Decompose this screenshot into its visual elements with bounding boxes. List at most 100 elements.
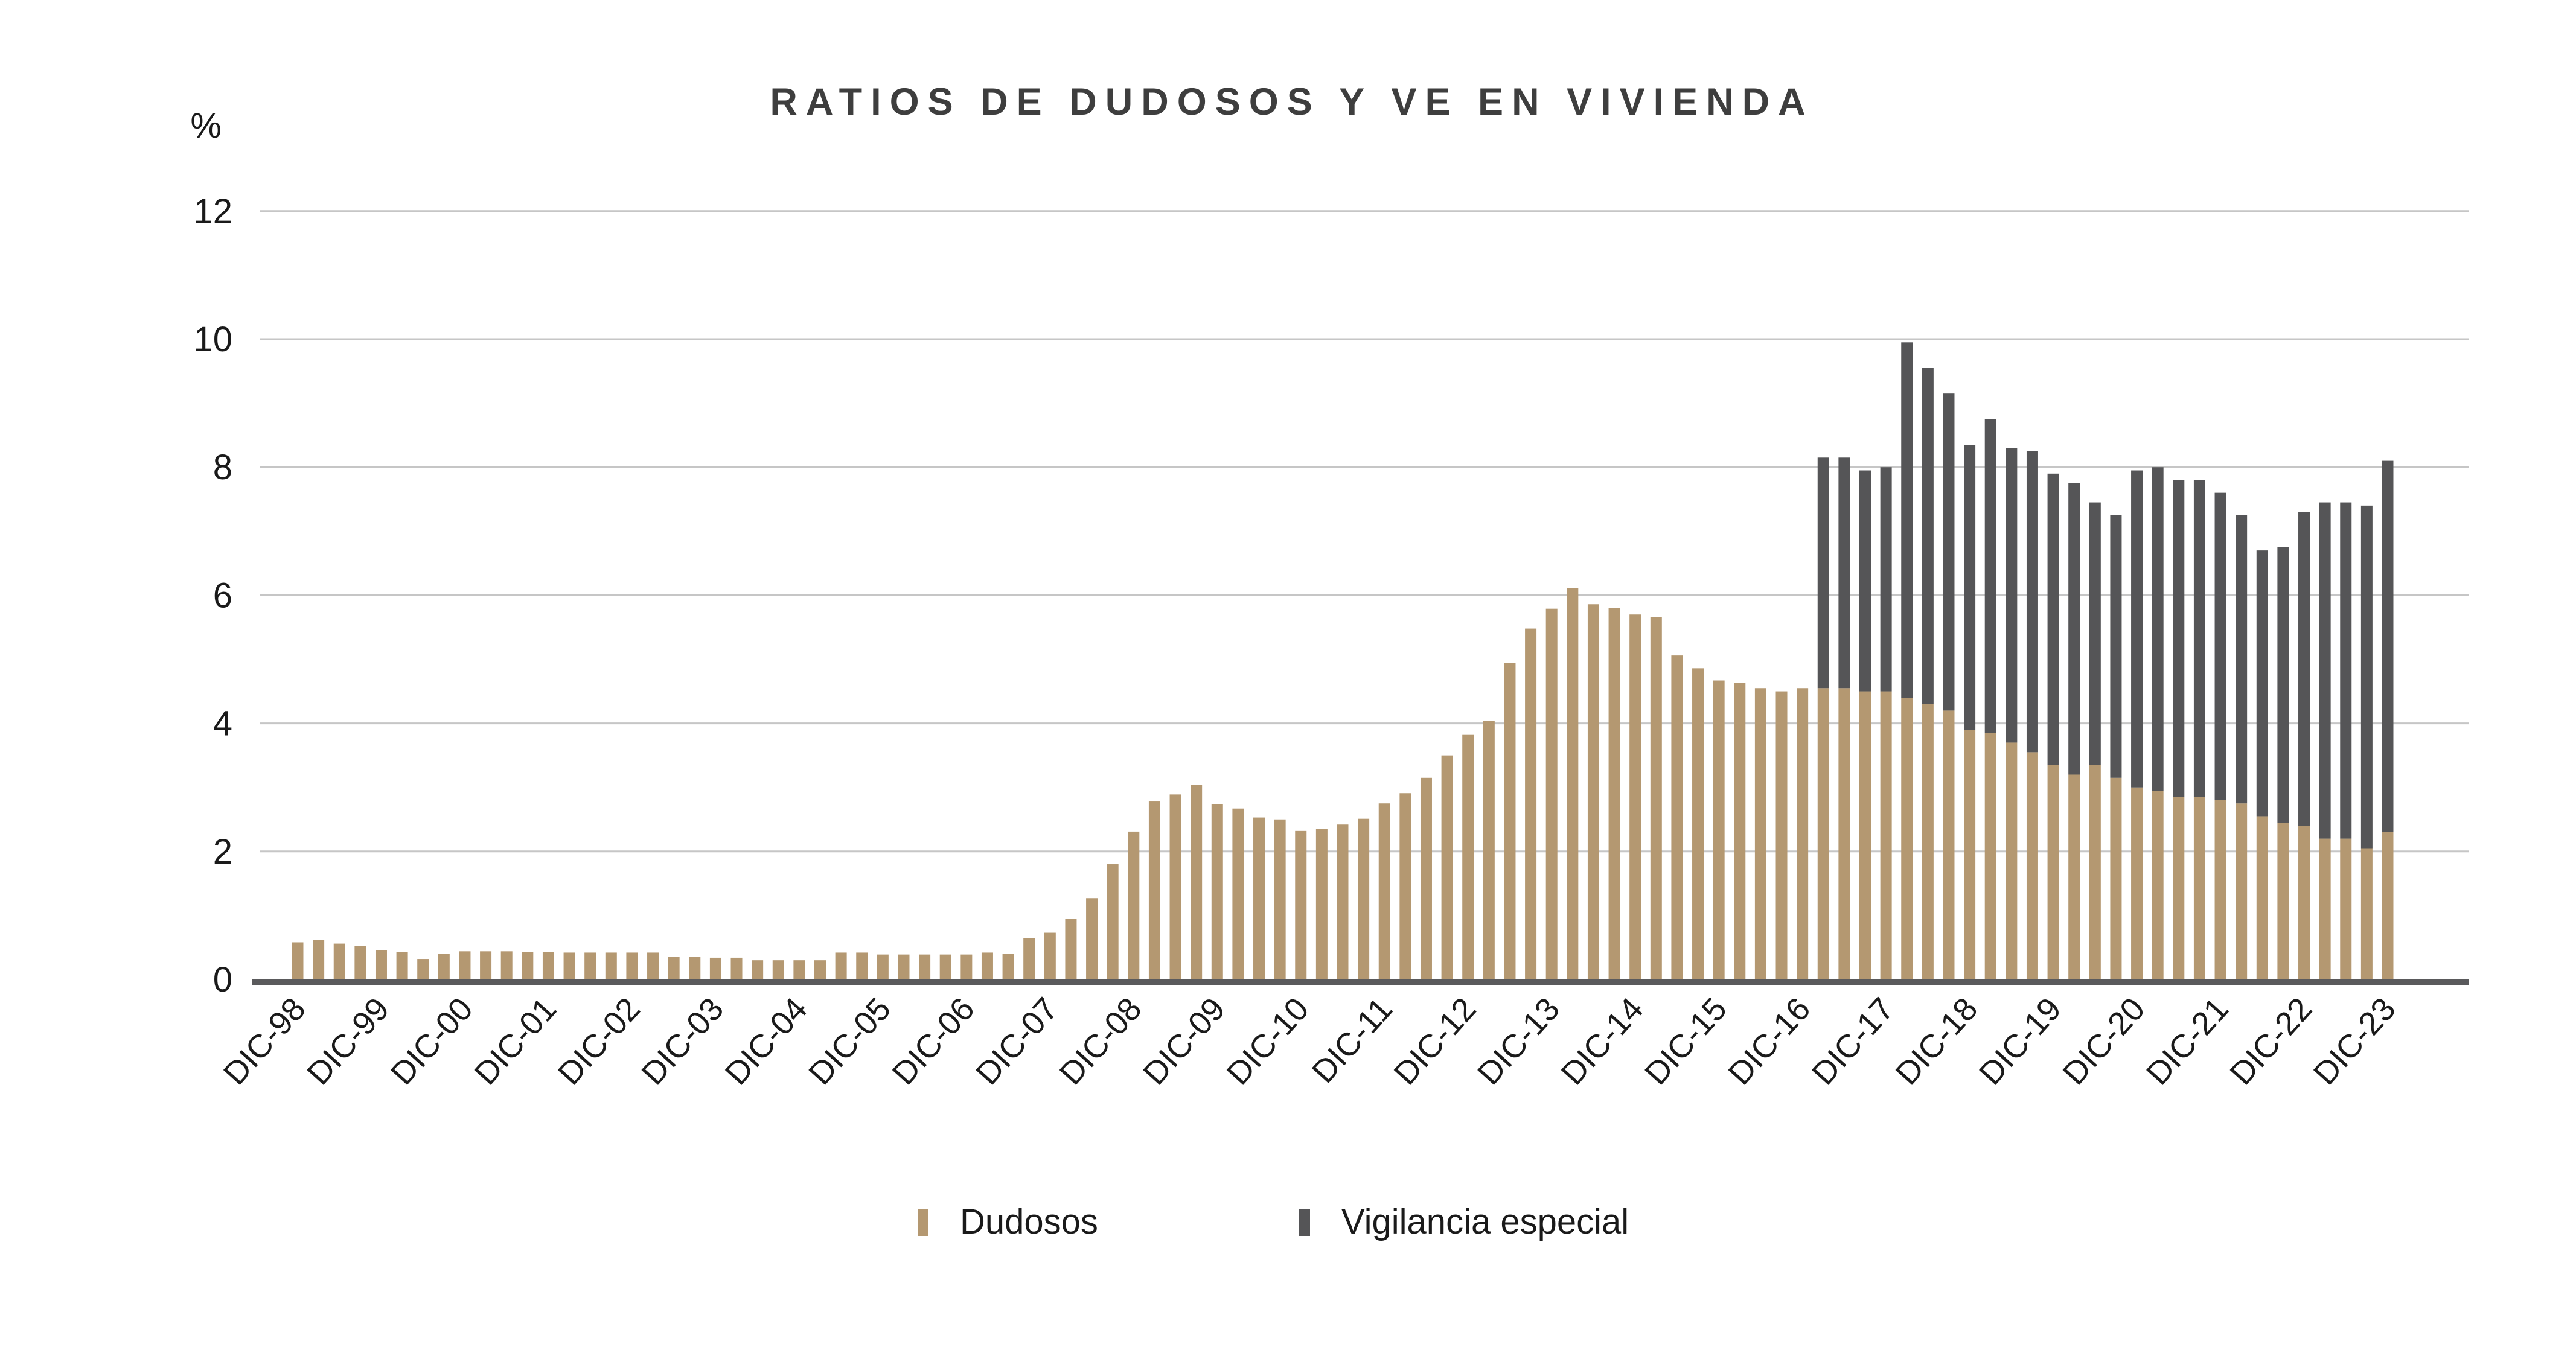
legend-swatch-vigilancia-especial: [1299, 1209, 1310, 1236]
bar-vigilancia-segment: [2173, 480, 2185, 797]
bar-dudosos-segment: [981, 952, 993, 979]
bar-vigilancia-segment: [1859, 470, 1871, 692]
x-tick-label: DIC-01: [467, 991, 563, 1092]
bar-dudosos-segment: [2277, 823, 2289, 979]
bar-dudosos-segment: [1859, 691, 1871, 979]
x-tick-label: DIC-16: [1722, 991, 1818, 1092]
bar-dudosos-segment: [1232, 808, 1244, 979]
x-tick-label: DIC-13: [1471, 991, 1567, 1092]
x-tick-label: DIC-05: [802, 991, 898, 1092]
x-tick-label: DIC-06: [886, 991, 982, 1092]
bar-dudosos-segment: [1608, 608, 1620, 979]
x-tick-label: DIC-07: [969, 991, 1065, 1092]
bar-dudosos-segment: [2131, 787, 2143, 979]
bar-dudosos-segment: [1692, 668, 1704, 979]
bar-dudosos-segment: [1295, 830, 1307, 979]
x-tick-label: DIC-10: [1220, 991, 1316, 1092]
bar-dudosos-segment: [584, 952, 596, 979]
bar-dudosos-segment: [793, 960, 805, 979]
bar-dudosos-segment: [2026, 752, 2038, 979]
bar-dudosos-segment: [292, 942, 304, 979]
x-tick-label: DIC-12: [1387, 991, 1483, 1092]
x-tick-label: DIC-19: [1972, 991, 2068, 1092]
bar-dudosos-segment: [1504, 663, 1516, 979]
bar-vigilancia-segment: [2360, 505, 2373, 849]
bar-dudosos-segment: [1462, 734, 1474, 979]
bar-vigilancia-segment: [2006, 448, 2018, 743]
bar-dudosos-segment: [1358, 818, 1370, 979]
x-tick-label: DIC-11: [1305, 991, 1399, 1090]
bar-dudosos-segment: [563, 952, 575, 979]
bar-vigilancia-segment: [2340, 502, 2352, 839]
x-tick-label: DIC-21: [2140, 991, 2236, 1092]
x-tick-label: DIC-22: [2223, 991, 2319, 1092]
bar-vigilancia-segment: [2277, 547, 2289, 823]
gridlines: [260, 210, 2469, 853]
bar-dudosos-segment: [459, 951, 471, 979]
bar-vigilancia-segment: [1943, 393, 1955, 711]
bar-dudosos-segment: [333, 943, 345, 979]
x-tick-label: DIC-02: [551, 991, 647, 1092]
bar-dudosos-segment: [1567, 588, 1579, 979]
x-tick-label: DIC-23: [2307, 991, 2403, 1092]
legend-label-vigilancia-especial: Vigilancia especial: [1341, 1202, 1629, 1241]
bar-dudosos-segment: [1838, 688, 1850, 979]
bar-dudosos-segment: [396, 952, 408, 979]
bar-dudosos-segment: [2006, 742, 2018, 979]
bar-dudosos-segment: [1964, 730, 1976, 979]
bar-dudosos-segment: [709, 957, 721, 979]
bar-dudosos-segment: [1274, 819, 1286, 979]
bar-dudosos-segment: [500, 951, 513, 979]
bar-dudosos-segment: [877, 954, 889, 979]
bar-dudosos-segment: [1378, 803, 1390, 979]
bar-dudosos-segment: [1399, 793, 1411, 979]
bar-dudosos-segment: [1734, 683, 1746, 979]
bar-dudosos-segment: [1587, 604, 1599, 979]
bar-dudosos-segment: [2152, 791, 2164, 979]
y-tick-label: 6: [213, 576, 232, 615]
y-tick-label: 4: [213, 704, 232, 743]
bar-vigilancia-segment: [2193, 480, 2205, 797]
bar-vigilancia-segment: [1984, 419, 1996, 733]
bar-vigilancia-segment: [1901, 342, 1913, 698]
bar-dudosos-segment: [522, 952, 534, 979]
bar-dudosos-segment: [1211, 804, 1223, 979]
bar-vigilancia-segment: [2256, 550, 2268, 817]
bar-dudosos-segment: [1107, 864, 1119, 979]
x-tick-label: DIC-09: [1136, 991, 1232, 1092]
bar-dudosos-segment: [1002, 954, 1014, 979]
x-tick-label: DIC-17: [1805, 991, 1901, 1092]
y-tick-label: 8: [213, 448, 232, 487]
bar-dudosos-segment: [1545, 608, 1558, 979]
bar-dudosos-segment: [2068, 774, 2080, 979]
bar-dudosos-segment: [835, 952, 847, 979]
x-tick-label: DIC-98: [217, 991, 313, 1092]
bar-dudosos-segment: [2298, 826, 2310, 979]
bar-dudosos-segment: [2047, 765, 2059, 979]
bar-dudosos-segment: [2340, 838, 2352, 979]
bar-dudosos-segment: [2236, 803, 2248, 979]
bar-dudosos-segment: [1483, 721, 1495, 979]
bar-dudosos-segment: [1984, 733, 1996, 979]
bar-dudosos-segment: [856, 952, 868, 979]
y-tick-label: 2: [213, 832, 232, 871]
bar-dudosos-segment: [668, 957, 680, 979]
bar-dudosos-segment: [2089, 765, 2101, 979]
bar-dudosos-segment: [1148, 801, 1160, 979]
bar-dudosos-segment: [1650, 617, 1662, 979]
y-tick-label: 10: [193, 320, 232, 359]
bar-vigilancia-segment: [2382, 460, 2394, 832]
bar-dudosos-segment: [2110, 777, 2122, 979]
bar-dudosos-segment: [1943, 710, 1955, 979]
x-tick-label: DIC-99: [300, 991, 396, 1092]
bar-dudosos-segment: [2193, 797, 2205, 979]
bar-dudosos-segment: [898, 954, 910, 979]
bar-dudosos-segment: [626, 952, 638, 979]
bar-vigilancia-segment: [2131, 470, 2143, 788]
x-tick-label: DIC-03: [634, 991, 730, 1092]
legend-swatch-dudosos: [918, 1209, 928, 1236]
x-tick-label: DIC-14: [1555, 991, 1651, 1092]
bar-dudosos-segment: [772, 960, 784, 979]
